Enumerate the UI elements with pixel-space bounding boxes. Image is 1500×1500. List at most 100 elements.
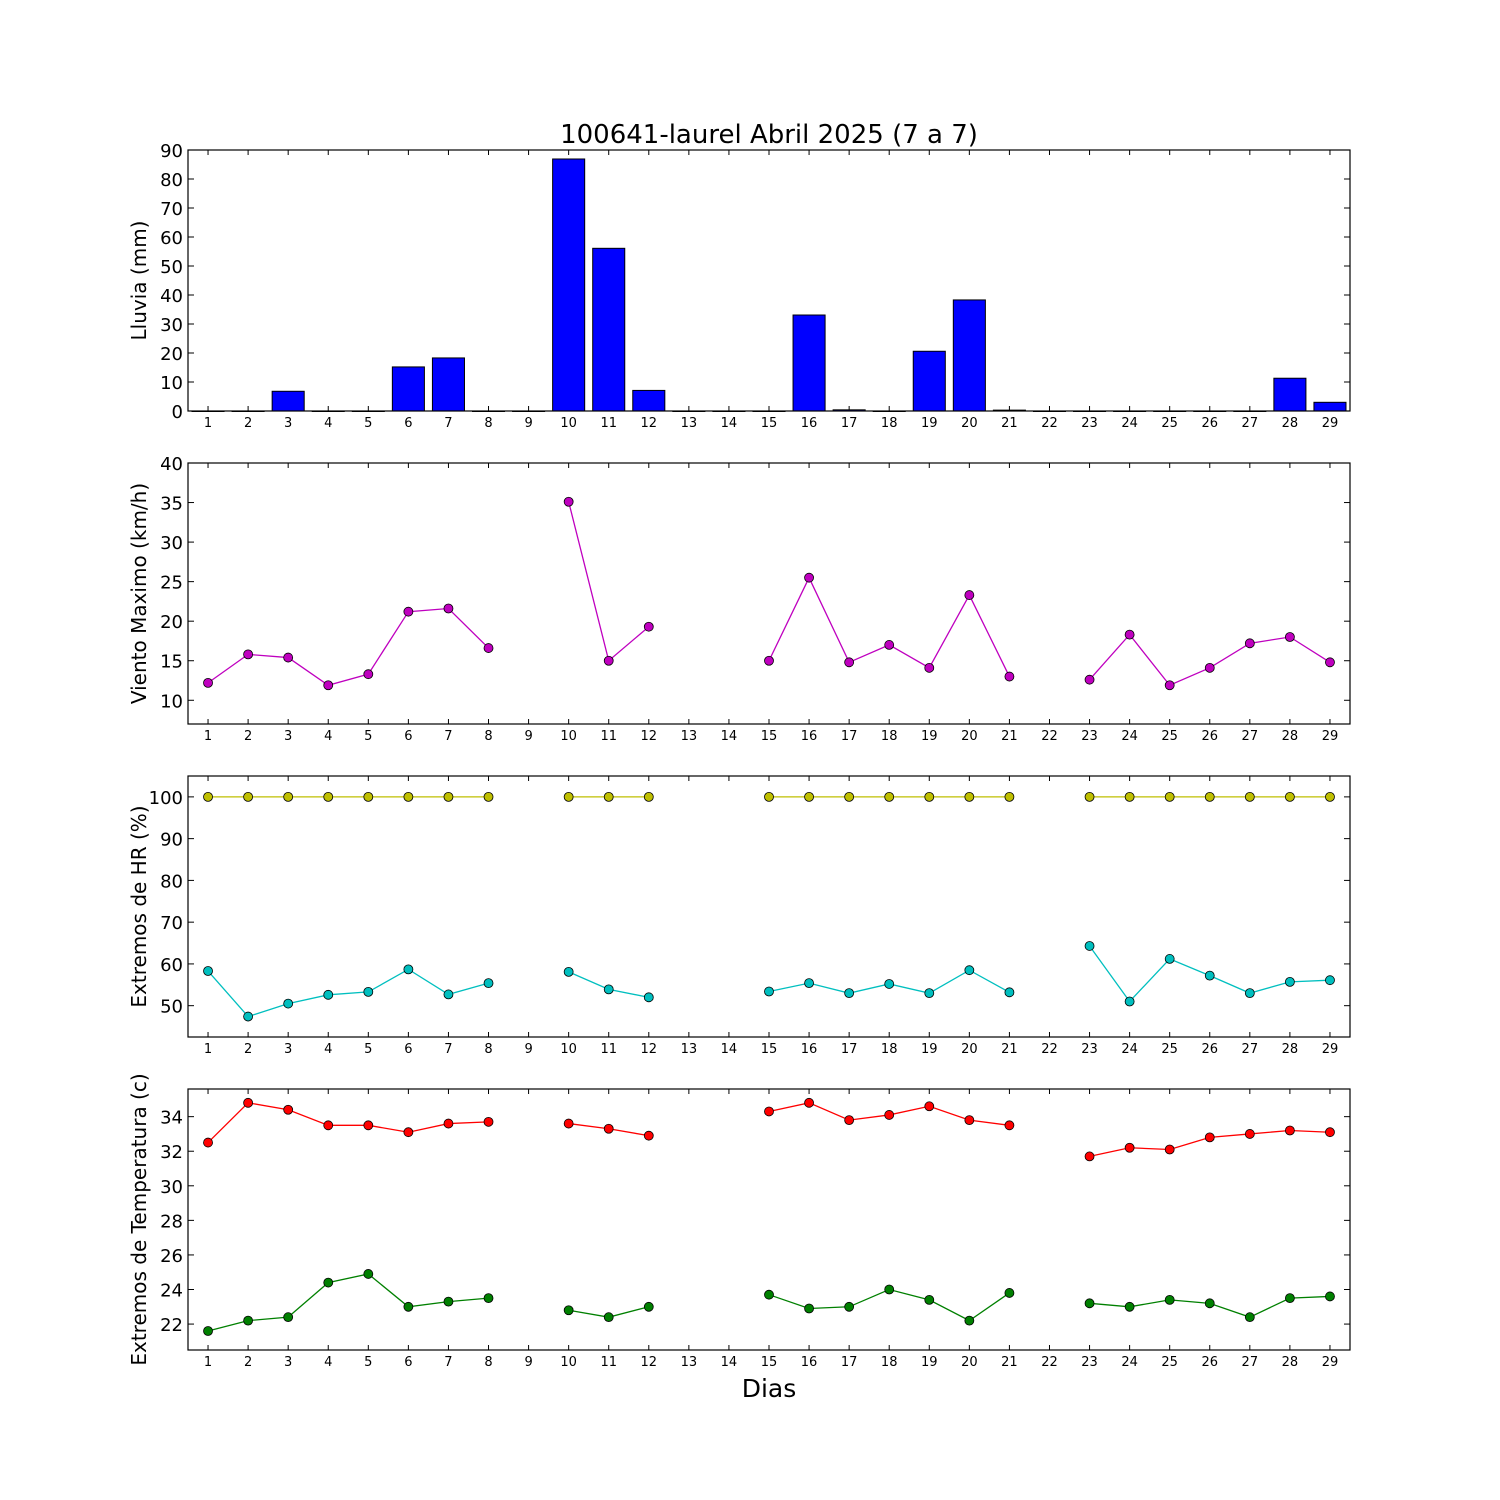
temperature-data-point [1325, 1291, 1335, 1302]
temperature-data-point [1164, 1294, 1175, 1305]
max-wind-x-tick-label: 7 [444, 729, 452, 744]
max-wind-data-point [1124, 629, 1135, 640]
temperature-data-point [804, 1303, 814, 1314]
humidity-data-point [1164, 954, 1175, 964]
rainfall-x-tick-label: 27 [1242, 416, 1259, 431]
rainfall-x-tick-label: 19 [921, 416, 938, 431]
temperature-y-tick-label: 28 [160, 1211, 183, 1232]
humidity-data-point [1325, 791, 1335, 802]
humidity-data-point [1284, 976, 1295, 987]
temperature-x-tick-label: 13 [681, 1355, 698, 1370]
max-wind-data-point [1325, 657, 1335, 668]
temperature-data-point [243, 1315, 254, 1326]
rainfall-x-tick-label: 14 [721, 416, 738, 431]
humidity-data-point [403, 791, 414, 802]
temperature-x-tick-label: 8 [484, 1355, 492, 1370]
humidity-data-point [643, 791, 654, 802]
rainfall-x-tick-label: 6 [404, 416, 412, 431]
humidity-x-tick-label: 26 [1201, 1042, 1218, 1057]
rainfall-x-tick-label: 15 [761, 416, 778, 431]
rainfall-x-tick-label: 23 [1081, 416, 1098, 431]
temperature-x-tick-label: 4 [324, 1355, 332, 1370]
max-wind-x-tick-label: 9 [524, 729, 532, 744]
temperature-y-tick-label: 24 [160, 1281, 183, 1302]
temperature-data-point [483, 1293, 494, 1304]
temperature-data-point [924, 1101, 935, 1112]
humidity-y-tick-label: 90 [160, 830, 183, 851]
temperature-data-point [1244, 1129, 1255, 1139]
humidity-data-point [1204, 970, 1215, 981]
max-wind-data-point [964, 590, 975, 600]
rainfall-x-tick-label: 22 [1041, 416, 1058, 431]
humidity-x-tick-label: 14 [721, 1042, 738, 1057]
rainfall-x-tick-label: 26 [1201, 416, 1218, 431]
temperature-data-point [964, 1115, 975, 1126]
temperature-x-tick-label: 2 [244, 1355, 252, 1370]
max-wind-x-tick-label: 25 [1161, 729, 1178, 744]
rainfall-bar [792, 314, 826, 412]
rainfall-plot-frame [187, 149, 1351, 412]
max-wind-x-tick-label: 2 [244, 729, 252, 744]
max-wind-data-point [1084, 674, 1095, 685]
max-wind-x-tick-label: 6 [404, 729, 412, 744]
temperature-data-point [403, 1301, 414, 1312]
humidity-x-tick-label: 8 [484, 1042, 492, 1057]
temperature-x-tick-label: 1 [204, 1355, 212, 1370]
humidity-y-tick-label: 60 [160, 955, 183, 976]
max-wind-x-tick-label: 27 [1242, 729, 1259, 744]
temperature-data-point [643, 1301, 654, 1312]
rainfall-x-tick-label: 10 [560, 416, 577, 431]
rainfall-y-tick-label: 20 [160, 344, 183, 365]
rainfall-bar [391, 366, 425, 412]
max-wind-y-tick-label: 40 [160, 454, 183, 475]
temperature-x-tick-label: 10 [560, 1355, 577, 1370]
humidity-data-point [1124, 996, 1135, 1007]
max-wind-data-point [283, 652, 294, 663]
temperature-y-axis-label: Extremos de Temperatura (c) [127, 1073, 151, 1365]
temperature-x-tick-label: 17 [841, 1355, 858, 1370]
max-wind-series-line [207, 607, 489, 686]
max-wind-x-tick-label: 16 [801, 729, 818, 744]
temperature-x-tick-label: 12 [641, 1355, 658, 1370]
humidity-data-point [924, 791, 935, 802]
temperature-data-point [243, 1097, 254, 1108]
max-wind-data-point [563, 496, 574, 507]
rainfall-bar [1313, 401, 1347, 412]
rainfall-x-tick-label: 20 [961, 416, 978, 431]
rainfall-x-tick-label: 2 [244, 416, 252, 431]
temperature-data-point [1284, 1125, 1295, 1136]
humidity-x-tick-label: 29 [1322, 1042, 1339, 1057]
max-wind-data-point [884, 640, 895, 650]
temperature-x-tick-label: 22 [1041, 1355, 1058, 1370]
max-wind-x-tick-label: 18 [881, 729, 898, 744]
temperature-data-point [1124, 1301, 1135, 1312]
temperature-series-line [207, 1273, 489, 1332]
humidity-data-point [964, 791, 975, 802]
temperature-data-point [603, 1123, 614, 1134]
temperature-x-tick-label: 29 [1322, 1355, 1339, 1370]
temperature-data-point [1004, 1120, 1015, 1131]
rainfall-x-tick-label: 5 [364, 416, 372, 431]
max-wind-x-tick-label: 21 [1001, 729, 1018, 744]
max-wind-series-line [568, 501, 650, 662]
humidity-data-point [1004, 791, 1015, 802]
rainfall-y-tick-label: 40 [160, 286, 183, 307]
rainfall-x-tick-label: 17 [841, 416, 858, 431]
max-wind-series-line [1089, 633, 1331, 687]
humidity-x-tick-label: 21 [1001, 1042, 1018, 1057]
rainfall-x-tick-label: 24 [1121, 416, 1138, 431]
humidity-data-point [1084, 941, 1095, 951]
temperature-data-point [203, 1326, 213, 1336]
temperature-data-point [203, 1137, 213, 1148]
humidity-x-tick-label: 22 [1041, 1042, 1058, 1057]
temperature-data-point [443, 1118, 454, 1129]
humidity-data-point [1244, 988, 1255, 999]
temperature-y-tick-label: 22 [160, 1315, 183, 1336]
temperature-x-tick-label: 9 [524, 1355, 532, 1370]
temperature-data-point [1204, 1132, 1215, 1143]
max-wind-x-tick-label: 26 [1201, 729, 1218, 744]
humidity-x-tick-label: 10 [560, 1042, 577, 1057]
